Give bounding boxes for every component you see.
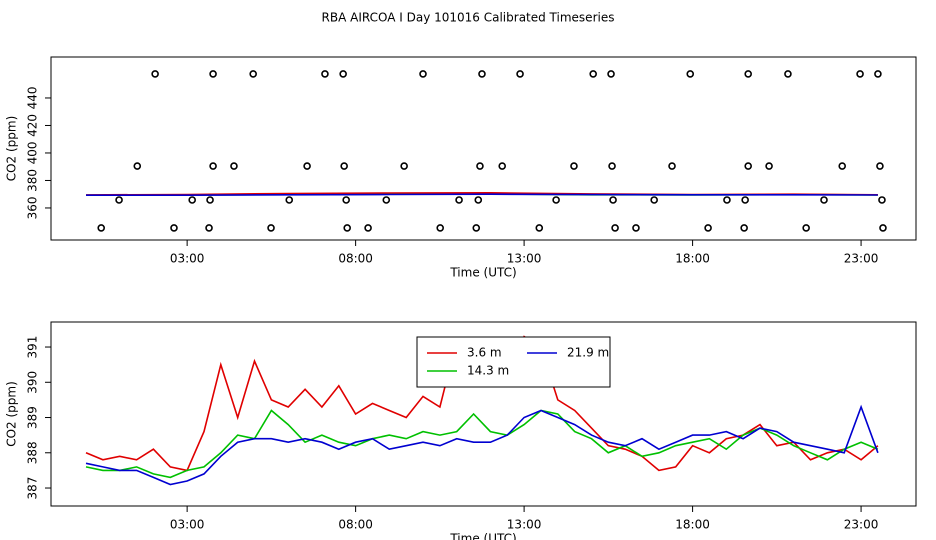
x-tick-label: 13:00 [507, 518, 542, 532]
plot-frame [50, 321, 917, 507]
data-point [115, 196, 123, 204]
data-point [498, 162, 507, 170]
y-tick-label: 390 [26, 371, 40, 394]
data-point [650, 196, 658, 204]
data-point [765, 162, 773, 170]
data-point [741, 196, 749, 204]
data-point [285, 196, 294, 204]
data-point [133, 162, 142, 170]
data-point [535, 224, 544, 232]
data-point [267, 224, 275, 232]
data-point [856, 70, 864, 78]
data-point [206, 196, 214, 204]
x-tick-label: 08:00 [338, 518, 373, 532]
x-axis-label: Time (UTC) [449, 532, 516, 540]
data-point [478, 70, 486, 78]
y-tick-label: 360 [26, 197, 40, 220]
plot-frame [50, 56, 917, 241]
data-point [820, 196, 828, 204]
data-point [209, 162, 217, 170]
x-tick-label: 23:00 [844, 518, 879, 532]
legend-box [416, 336, 611, 388]
y-tick-label: 440 [26, 87, 40, 110]
data-point [476, 162, 484, 170]
data-point [472, 224, 481, 232]
y-tick-label: 400 [26, 142, 40, 165]
data-line [86, 193, 878, 196]
x-tick-label: 18:00 [675, 518, 710, 532]
y-tick-label: 420 [26, 114, 40, 137]
data-point [230, 162, 238, 170]
data-point [744, 70, 752, 78]
data-point [516, 70, 524, 78]
data-point [570, 162, 578, 170]
legend-label: 21.9 m [567, 346, 609, 360]
data-point [874, 70, 882, 78]
data-point [342, 196, 350, 204]
data-point [474, 196, 483, 204]
x-tick-label: 23:00 [844, 252, 879, 266]
data-point [686, 70, 695, 78]
y-tick-label: 391 [26, 336, 40, 359]
x-tick-label: 03:00 [170, 252, 205, 266]
data-point [382, 196, 391, 204]
data-point [436, 224, 444, 232]
y-tick-label: 389 [26, 406, 40, 429]
data-point [589, 70, 597, 78]
chart-title: RBA AIRCOA I Day 101016 Calibrated Times… [322, 11, 615, 25]
data-point [343, 224, 351, 232]
data-point [879, 224, 887, 232]
data-point [838, 162, 847, 170]
data-line [85, 409, 879, 479]
x-tick-label: 18:00 [675, 252, 710, 266]
data-point [608, 162, 616, 170]
data-point [607, 70, 615, 78]
data-point [802, 224, 810, 232]
data-point [170, 224, 178, 232]
x-tick-label: 08:00 [338, 252, 373, 266]
y-axis-label: CO2 (ppm) [5, 381, 19, 447]
data-point [249, 70, 257, 78]
data-point [609, 196, 617, 204]
data-point [723, 196, 731, 204]
data-point [151, 70, 159, 78]
data-point [552, 196, 560, 204]
data-point [878, 196, 886, 204]
data-point [419, 70, 427, 78]
data-point [340, 162, 348, 170]
data-point [632, 224, 640, 232]
data-point [321, 70, 329, 78]
y-tick-label: 380 [26, 169, 40, 192]
legend-label: 14.3 m [467, 364, 509, 378]
data-point [188, 196, 196, 204]
data-point [97, 224, 106, 232]
data-point [744, 162, 752, 170]
x-axis-label: Time (UTC) [449, 266, 516, 280]
legend-label: 3.6 m [467, 346, 502, 360]
x-tick-label: 03:00 [170, 518, 205, 532]
data-point [611, 224, 619, 232]
data-point [784, 70, 792, 78]
data-point [364, 224, 372, 232]
y-axis-label: CO2 (ppm) [5, 116, 19, 182]
data-point [876, 162, 884, 170]
data-point [704, 224, 712, 232]
data-point [455, 196, 463, 204]
data-line [85, 404, 879, 486]
data-point [339, 70, 347, 78]
y-tick-label: 388 [26, 441, 40, 464]
data-point [209, 70, 217, 78]
y-tick-label: 387 [26, 477, 40, 500]
data-point [668, 162, 676, 170]
data-point [205, 224, 213, 232]
data-point [303, 162, 311, 170]
data-point [400, 162, 408, 170]
x-tick-label: 13:00 [507, 252, 542, 266]
data-point [740, 224, 748, 232]
